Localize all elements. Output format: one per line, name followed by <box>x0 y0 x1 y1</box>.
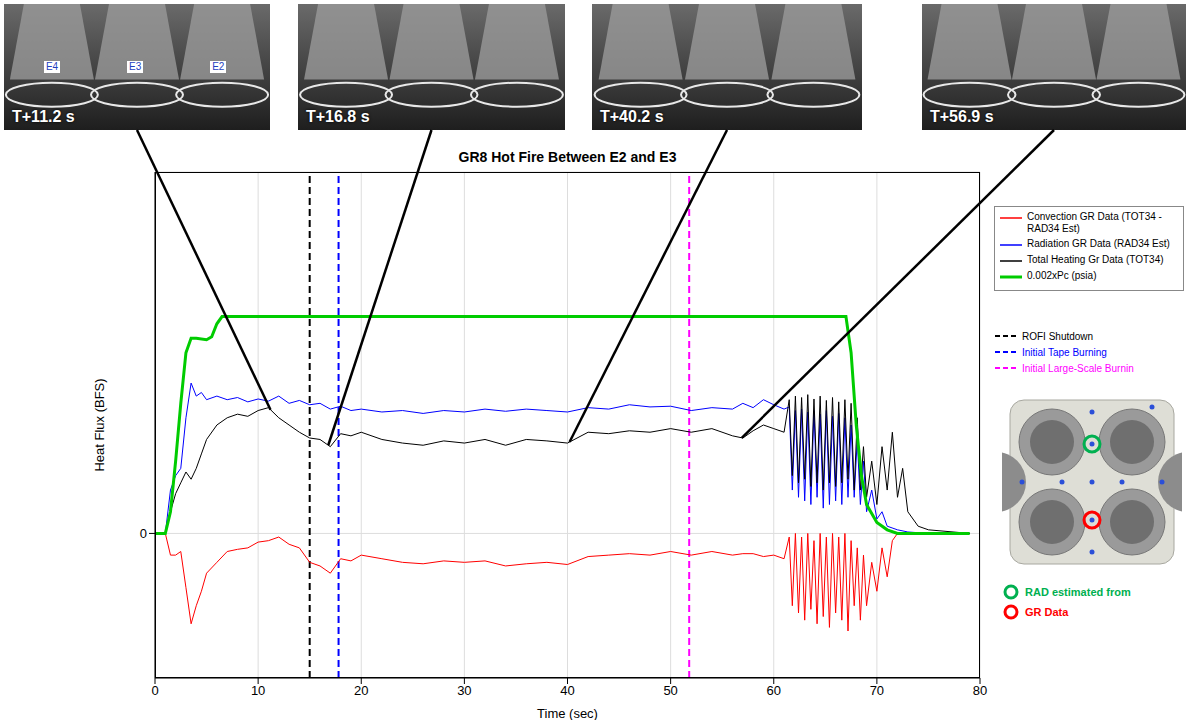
html-text:T+16.8 s: T+16.8 s <box>306 108 370 125</box>
html-text:Total Heating Gr Data (TOT34): Total Heating Gr Data (TOT34) <box>1027 254 1164 265</box>
svg-text:Heat Flux (BFS): Heat Flux (BFS) <box>92 378 107 471</box>
html-text:ROFI Shutdown: ROFI Shutdown <box>1022 330 1094 342</box>
html-text:GR Data: GR Data <box>1025 606 1069 618</box>
html-text:RAD estimated from: RAD estimated from <box>1025 586 1131 598</box>
html-text:GR8 Hot Fire Between E2 and E3: GR8 Hot Fire Between E2 and E3 <box>458 149 677 165</box>
html-text:T+40.2 s: T+40.2 s <box>600 108 664 125</box>
html-text:Radiation GR Data (RAD34 Est): Radiation GR Data (RAD34 Est) <box>1027 238 1170 249</box>
html-text:E3: E3 <box>129 60 142 72</box>
svg-text:60: 60 <box>767 683 781 698</box>
svg-text:70: 70 <box>870 683 884 698</box>
svg-text:0: 0 <box>140 526 147 541</box>
html-text:E2: E2 <box>212 60 225 72</box>
html-text:E4: E4 <box>45 60 59 72</box>
html-text:Initial Large-Scale Burnin: Initial Large-Scale Burnin <box>1022 362 1134 374</box>
svg-text:Time (sec): Time (sec) <box>537 706 598 720</box>
svg-text:50: 50 <box>663 683 677 698</box>
svg-text:80: 80 <box>973 683 987 698</box>
html-text:T+11.2 s: T+11.2 s <box>12 108 75 125</box>
svg-text:10: 10 <box>251 683 265 698</box>
svg-text:20: 20 <box>354 683 368 698</box>
svg-text:0: 0 <box>151 683 158 698</box>
html-text:T+56.9 s: T+56.9 s <box>930 108 994 125</box>
html-text:0.002xPc (psia): 0.002xPc (psia) <box>1027 270 1097 281</box>
svg-text:40: 40 <box>560 683 574 698</box>
html-text:Convection GR Data (TOT34 - RA: Convection GR Data (TOT34 - RAD34 Est) <box>1027 211 1162 234</box>
svg-text:30: 30 <box>457 683 471 698</box>
html-text:Initial Tape Burning: Initial Tape Burning <box>1022 346 1107 358</box>
